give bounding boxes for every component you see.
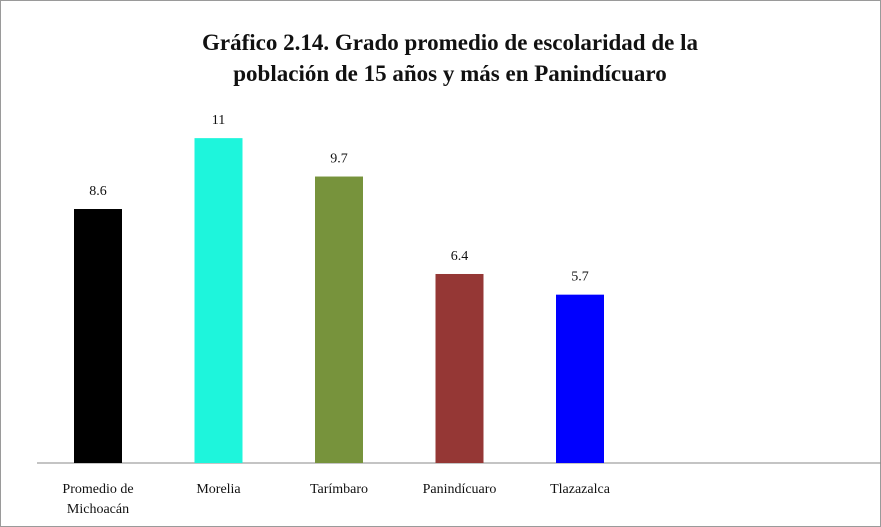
chart-title: Gráfico 2.14. Grado promedio de escolari… — [202, 30, 698, 86]
bar — [194, 138, 243, 463]
data-label: 8.6 — [89, 184, 107, 199]
bar — [74, 209, 122, 463]
bar — [435, 273, 484, 463]
data-label: 11 — [212, 113, 225, 128]
bar — [315, 176, 363, 463]
x-tick-label: Tlazazalca — [550, 482, 610, 497]
x-tick-label: Promedio de Michoacán — [62, 482, 134, 517]
x-tick-label: Tarímbaro — [309, 482, 369, 497]
data-label: 5.7 — [571, 270, 589, 285]
x-tick-label: Panindícuaro — [422, 482, 497, 497]
data-label: 6.4 — [451, 249, 469, 264]
data-label: 9.7 — [330, 152, 348, 167]
x-tick-label: Morelia — [196, 482, 241, 497]
bar — [556, 294, 604, 463]
